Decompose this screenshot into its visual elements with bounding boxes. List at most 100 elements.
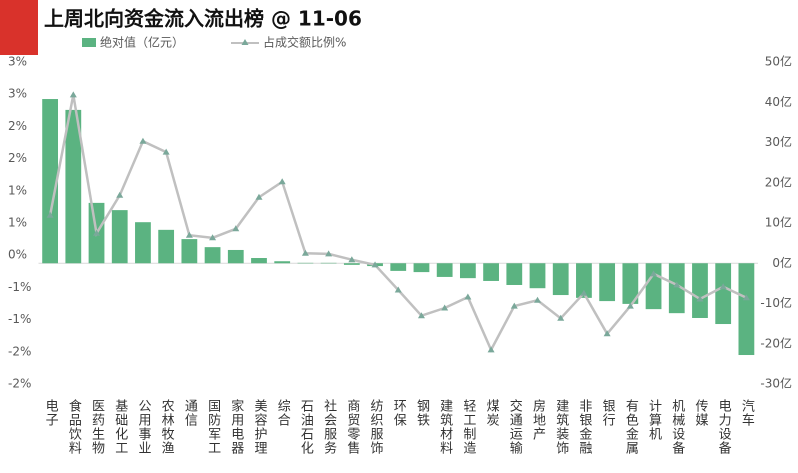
bar (158, 229, 175, 264)
x-tick-label: 电子 (43, 399, 59, 427)
line-marker (255, 193, 263, 200)
bar (390, 263, 407, 271)
line-marker (139, 137, 147, 144)
line-marker (278, 178, 286, 185)
line-marker (162, 148, 170, 155)
y2-tick-label: 50亿 (765, 54, 792, 69)
x-tick-label: 农林牧渔 (159, 399, 175, 455)
x-tick-label: 有色金属 (623, 399, 639, 455)
bar (343, 263, 360, 265)
line-marker (93, 229, 101, 236)
x-tick-label: 轻工制造 (460, 399, 476, 455)
x-tick-label: 综合 (275, 399, 291, 427)
y-tick-label: 3% (8, 87, 27, 101)
line-marker (534, 296, 542, 303)
bar (459, 263, 476, 279)
bar (181, 239, 198, 264)
line-marker (719, 283, 727, 290)
y-tick-label: 0% (8, 248, 27, 262)
y2-tick-label: 0亿 (772, 255, 792, 270)
line-marker (209, 234, 217, 241)
bar (436, 263, 453, 277)
bar (42, 99, 58, 264)
bar (622, 263, 639, 304)
line-marker (46, 211, 54, 218)
bar (506, 263, 523, 285)
bar (715, 263, 732, 325)
line-marker (371, 261, 379, 268)
bar (227, 249, 244, 264)
line-marker (510, 302, 518, 309)
line-marker (650, 270, 658, 277)
y2-tick-label: -10亿 (760, 295, 792, 310)
x-tick-label: 国防军工 (205, 399, 221, 455)
line-marker (441, 304, 449, 311)
x-tick-label: 传媒 (692, 399, 708, 427)
x-tick-label: 房地产 (530, 398, 546, 441)
bar (274, 261, 291, 264)
x-tick-label: 家用电器 (228, 398, 244, 455)
y-tick-label: 1% (8, 216, 27, 230)
x-tick-label: 社会服务 (321, 398, 337, 455)
x-tick-label: 公用事业 (135, 399, 151, 455)
line-marker (325, 250, 333, 257)
legend-label: 占成交额比例% (263, 35, 346, 50)
title-accent (0, 0, 38, 55)
bar (576, 263, 592, 298)
line-marker (417, 312, 425, 319)
line-marker (557, 314, 565, 321)
x-tick-label: 机械设备 (669, 399, 685, 455)
line-marker (626, 302, 634, 309)
line-marker (673, 281, 681, 288)
x-tick-label: 计算机 (646, 399, 662, 441)
x-tick-label: 汽车 (739, 399, 755, 427)
x-tick-label: 非银金融 (576, 399, 592, 455)
y2-tick-label: -20亿 (760, 335, 792, 350)
bar (111, 210, 128, 264)
x-tick-label: 环保 (391, 399, 407, 427)
legend-label: 绝对值（亿元） (100, 35, 184, 50)
y-tick-label: -1% (8, 280, 31, 294)
line-marker (580, 289, 588, 296)
line-marker (116, 191, 124, 198)
x-tick-label: 交通运输 (507, 398, 523, 455)
x-tick-label: 建筑装饰 (553, 399, 569, 455)
y2-tick-label: -30亿 (760, 376, 792, 391)
bar (204, 247, 221, 264)
bar (552, 263, 569, 296)
bar (692, 263, 708, 318)
bar (529, 263, 546, 289)
x-tick-label: 石油石化 (298, 399, 314, 455)
bar (599, 263, 616, 302)
line-marker (394, 286, 402, 293)
x-tick-label: 电力设备 (716, 399, 732, 455)
y2-tick-label: 10亿 (765, 215, 792, 230)
legend-swatch (82, 38, 96, 47)
y-tick-label: -2% (8, 344, 31, 358)
line-marker (603, 330, 611, 337)
bar (320, 262, 337, 264)
x-tick-label: 纺织服饰 (368, 399, 384, 455)
x-tick-label: 钢铁 (414, 399, 430, 427)
bar (668, 263, 685, 314)
line-marker (464, 293, 472, 300)
line-marker (487, 346, 495, 353)
bar (297, 262, 314, 264)
line-marker (232, 225, 240, 232)
line-marker (696, 295, 704, 302)
legend-marker (241, 39, 249, 45)
y-tick-label: 2% (8, 151, 27, 165)
bar (483, 263, 499, 281)
bar (645, 263, 662, 310)
y2-tick-label: 40亿 (765, 94, 792, 109)
y2-tick-label: 30亿 (765, 134, 792, 149)
x-tick-label: 通信 (182, 399, 198, 427)
y-tick-label: 2% (8, 119, 27, 133)
y-tick-label: 1% (8, 183, 27, 197)
y2-tick-label: 20亿 (765, 174, 792, 189)
x-tick-label: 煤炭 (484, 399, 500, 427)
x-tick-label: 美容护理 (251, 399, 267, 455)
y-tick-label: -1% (8, 312, 31, 326)
bar (738, 263, 755, 356)
